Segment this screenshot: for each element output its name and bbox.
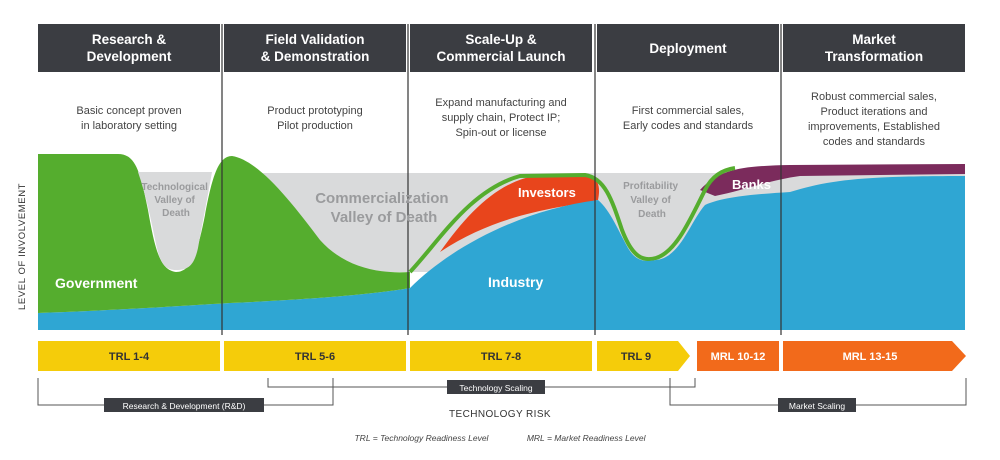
level-label: MRL 13-15	[843, 351, 898, 363]
stage-desc-field-validation: Product prototyping Pilot production	[267, 105, 363, 132]
industry-area	[38, 176, 965, 330]
level-label: TRL 7-8	[481, 351, 521, 363]
investors-label: Investors	[518, 185, 576, 200]
tag-market-scaling-text: Market Scaling	[789, 401, 845, 411]
banks-area	[700, 164, 965, 196]
investors-outline	[408, 166, 736, 274]
level-label: TRL 9	[621, 351, 651, 363]
technology-risk-title: TECHNOLOGY RISK	[449, 409, 551, 420]
level-bar-trl-7-8	[410, 341, 592, 371]
stage-header-research-development: Research & Development	[38, 24, 220, 72]
stage-title: Market Transformation	[824, 32, 924, 64]
technological-valley-label: Technological Valley of Death	[141, 182, 210, 219]
level-bar-mrl-13-15	[783, 341, 966, 371]
tag-technology-scaling-text: Technology Scaling	[459, 383, 533, 393]
valley-line: Death	[162, 208, 190, 219]
stage-desc-market-transformation: Robust commercial sales, Product iterati…	[807, 91, 941, 148]
valley-line: Death	[638, 209, 666, 220]
level-bar-trl-1-4	[38, 341, 220, 371]
y-axis-label: LEVEL OF INVOLVEMENT	[17, 183, 28, 310]
level-bar-trl-9	[597, 341, 690, 371]
tag-rnd	[104, 398, 264, 412]
technological-valley	[138, 172, 212, 270]
stage-header-market-transformation: Market Transformation	[783, 24, 965, 72]
valley-line: Commercialization	[315, 190, 448, 207]
level-label: TRL 1-4	[109, 351, 150, 363]
level-label: MRL 10-12	[711, 351, 766, 363]
stage-desc-scale-up: Expand manufacturing and supply chain, P…	[435, 97, 567, 139]
investors-area	[440, 175, 600, 252]
tag-market-scaling	[778, 398, 856, 412]
government-label: Government	[55, 275, 138, 291]
valley-line: Profitability	[623, 181, 678, 192]
level-bar-trl-5-6	[224, 341, 406, 371]
government-area	[38, 154, 410, 313]
valley-line: Valley of	[630, 195, 671, 206]
commercialization-valley-label: Commercialization Valley of Death	[315, 190, 453, 226]
valley-line: Valley of Death	[331, 209, 438, 226]
profitability-valley-label: Profitability Valley of Death	[623, 181, 681, 220]
stage-desc-deployment: First commercial sales, Early codes and …	[622, 105, 754, 132]
legend-trl: TRL = Technology Readiness Level	[354, 433, 489, 443]
level-bar-mrl-10-12	[697, 341, 779, 371]
stage-header-scale-up: Scale-Up & Commercial Launch	[410, 24, 592, 72]
legend: TRL = Technology Readiness Level MRL = M…	[0, 433, 1000, 443]
stage-title: Deployment	[649, 40, 727, 56]
stage-title: Scale-Up & Commercial Launch	[436, 32, 566, 64]
industry-label: Industry	[488, 274, 543, 290]
stage-header-deployment: Deployment	[597, 24, 779, 72]
level-label: TRL 5-6	[295, 351, 335, 363]
tag-rnd-text: Research & Development (R&D)	[123, 401, 246, 411]
tag-technology-scaling	[447, 380, 545, 394]
valley-line: Technological	[141, 182, 208, 193]
stage-title: Research & Development	[86, 32, 172, 64]
stage-title: Field Validation & Demonstration	[260, 32, 370, 64]
banks-label: Banks	[732, 177, 771, 192]
legend-mrl: MRL = Market Readiness Level	[526, 433, 646, 443]
stage-header-field-validation: Field Validation & Demonstration	[224, 24, 406, 72]
valley-line: Valley of	[154, 195, 195, 206]
stage-desc-research-development: Basic concept proven in laboratory setti…	[76, 105, 182, 132]
